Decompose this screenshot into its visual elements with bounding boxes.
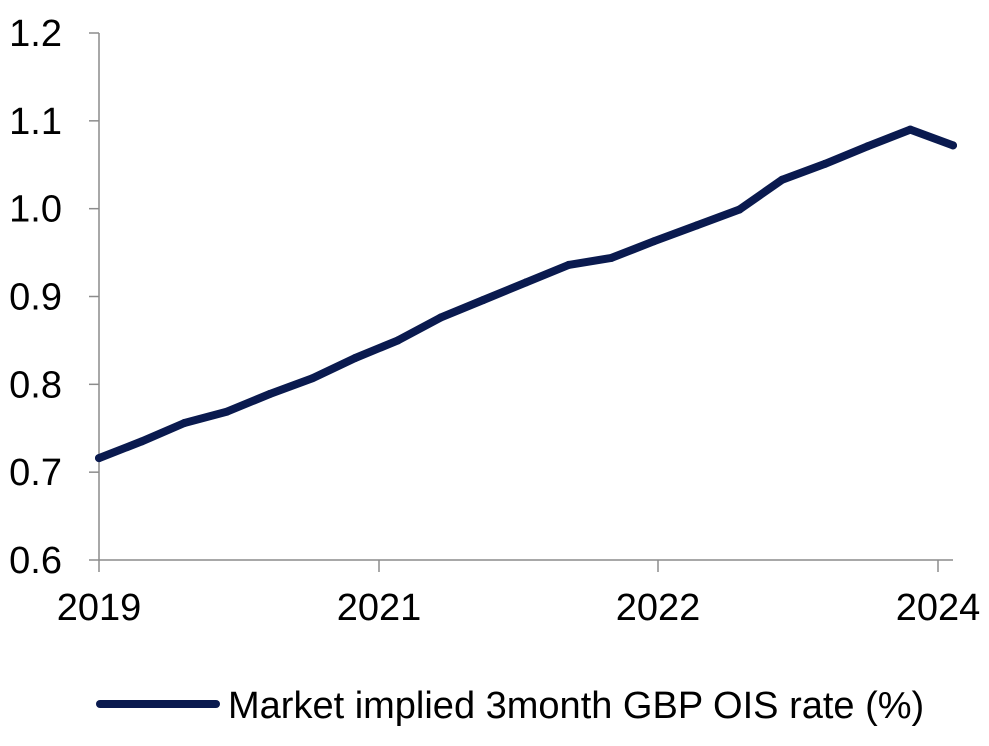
legend: Market implied 3month GBP OIS rate (%) — [96, 685, 924, 727]
data-point — [692, 221, 701, 230]
series-layer — [95, 125, 957, 463]
y-tick-label: 0.9 — [9, 277, 62, 319]
y-tick-label: 0.7 — [9, 452, 62, 494]
x-tick-label: 2019 — [57, 587, 142, 629]
y-tick-label: 0.8 — [9, 364, 62, 406]
x-tick-label: 2021 — [337, 587, 422, 629]
data-point — [906, 125, 915, 134]
data-point — [95, 454, 103, 463]
data-point — [564, 260, 573, 269]
data-point — [351, 354, 360, 362]
y-axis: 0.6 0.7 0.8 0.9 1.0 1.1 1.2 — [9, 13, 100, 582]
data-point — [949, 141, 957, 150]
data-point — [863, 142, 872, 151]
data-point — [436, 313, 445, 322]
data-point — [265, 390, 274, 398]
data-point — [820, 159, 829, 168]
data-point — [393, 336, 402, 345]
x-tick-label: 2024 — [896, 587, 981, 629]
data-point — [650, 237, 659, 246]
y-tick-label: 1.2 — [9, 13, 62, 55]
data-point — [607, 253, 616, 262]
x-tick-label: 2022 — [616, 587, 701, 629]
y-tick-label: 0.6 — [9, 540, 62, 582]
data-point — [522, 278, 530, 287]
y-tick-label: 1.1 — [9, 101, 62, 143]
data-point — [137, 437, 146, 446]
data-point — [735, 205, 744, 214]
data-point — [223, 407, 232, 416]
data-point — [180, 419, 189, 427]
x-axis: 2019 2021 2022 2024 — [57, 559, 981, 629]
legend-label: Market implied 3month GBP OIS rate (%) — [228, 685, 924, 727]
y-tick-label: 1.0 — [9, 189, 62, 231]
data-point — [778, 175, 787, 184]
data-point — [479, 296, 488, 304]
data-point — [308, 374, 317, 383]
